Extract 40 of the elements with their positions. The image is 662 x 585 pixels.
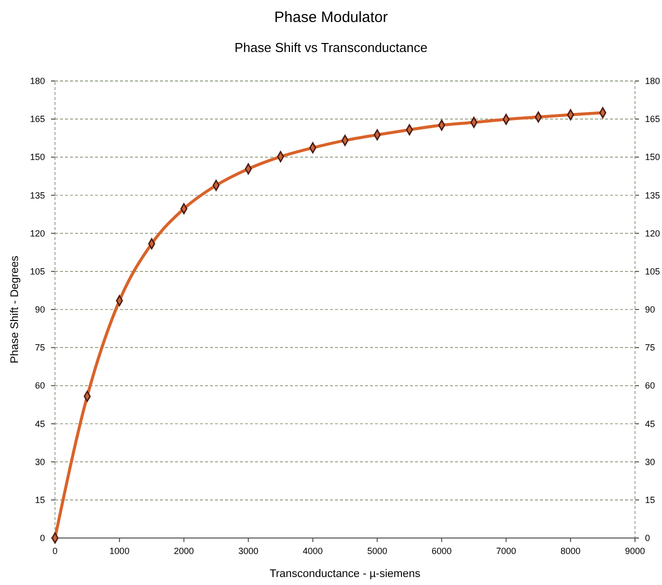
x-tick-label: 7000 <box>496 546 516 556</box>
chart-subtitle: Phase Shift vs Transconductance <box>234 40 428 55</box>
y2-tick-label: 30 <box>645 456 656 467</box>
y2-tick-label: 180 <box>645 76 660 86</box>
y2-tick-label: 105 <box>645 266 660 276</box>
y2-tick-label: 150 <box>645 152 660 162</box>
x-tick-label: 4000 <box>302 546 323 556</box>
y2-tick-label: 90 <box>645 304 656 314</box>
y2-tick-label: 135 <box>645 190 660 200</box>
x-tick-label: 6000 <box>432 546 452 556</box>
y-tick-label: 60 <box>34 380 45 391</box>
chart-title: Phase Modulator <box>274 9 388 26</box>
x-tick-label: 8000 <box>560 546 581 556</box>
y-axis-title: Phase Shift - Degrees <box>9 255 21 364</box>
y-tick-label: 45 <box>34 418 45 429</box>
y2-tick-label: 75 <box>645 342 656 353</box>
x-tick-label: 9000 <box>624 546 646 556</box>
y-tick-label: 90 <box>34 304 45 314</box>
y2-tick-label: 60 <box>645 380 656 391</box>
x-axis-title: Transconductance - µ-siemens <box>270 568 421 580</box>
y-tick-label: 0 <box>40 533 45 543</box>
y-tick-label: 150 <box>30 152 45 162</box>
y-tick-label: 15 <box>34 494 45 505</box>
y2-tick-label: 165 <box>645 114 660 124</box>
y2-tick-label: 0 <box>645 533 650 543</box>
y2-tick-label: 45 <box>645 418 656 429</box>
x-tick-label: 0 <box>52 546 58 556</box>
y-tick-label: 30 <box>34 456 45 467</box>
y2-tick-label: 15 <box>645 494 656 505</box>
x-tick-label: 5000 <box>367 546 388 556</box>
x-tick-label: 2000 <box>174 546 194 556</box>
y2-tick-label: 120 <box>645 228 660 238</box>
y-tick-label: 180 <box>30 76 45 86</box>
y-tick-label: 75 <box>34 342 45 353</box>
y-tick-label: 165 <box>30 114 45 124</box>
x-tick-label: 3000 <box>238 546 258 556</box>
y-tick-label: 120 <box>30 228 45 238</box>
x-tick-label: 1000 <box>109 546 130 556</box>
y-tick-label: 105 <box>30 266 45 276</box>
y-tick-label: 135 <box>30 190 45 200</box>
